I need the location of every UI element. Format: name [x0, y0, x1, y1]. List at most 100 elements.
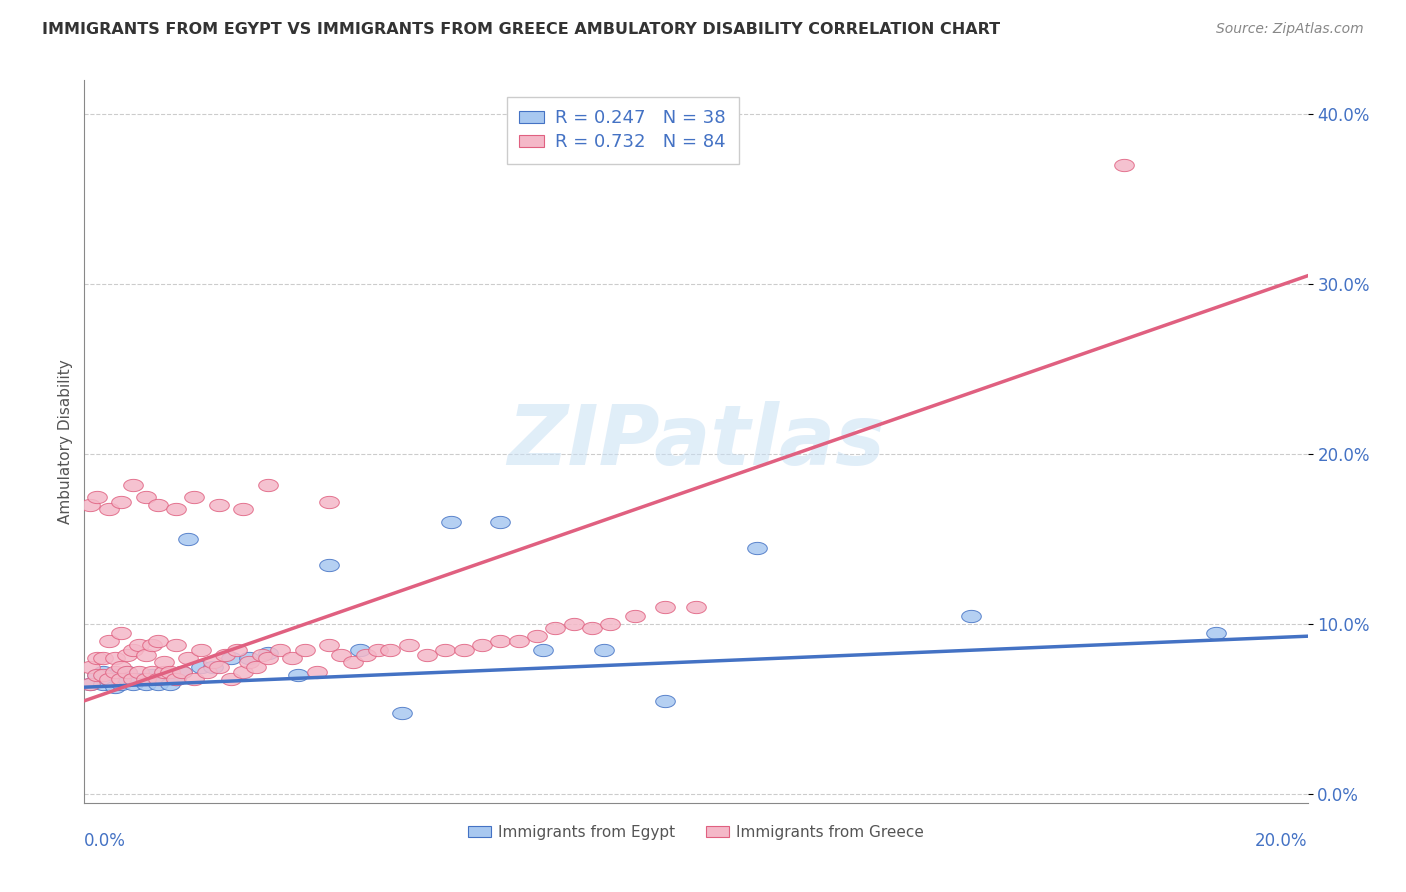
Point — [367, 642, 389, 657]
Point — [508, 634, 530, 648]
Point — [104, 651, 127, 665]
Point — [141, 665, 163, 679]
Point — [86, 668, 108, 682]
Point — [135, 677, 157, 691]
Point — [172, 665, 194, 679]
Point — [214, 648, 236, 662]
Point — [489, 516, 512, 530]
Point — [380, 642, 402, 657]
Point — [238, 655, 260, 669]
Point — [135, 648, 157, 662]
Point — [232, 501, 254, 516]
Point — [122, 677, 145, 691]
Point — [269, 642, 291, 657]
Point — [391, 706, 413, 720]
Point — [593, 642, 616, 657]
Point — [159, 677, 181, 691]
Point — [177, 651, 200, 665]
Point — [79, 677, 101, 691]
Point — [91, 668, 114, 682]
Point — [165, 638, 187, 652]
Point — [91, 665, 114, 679]
Point — [190, 660, 212, 674]
Point — [122, 478, 145, 492]
Point — [146, 677, 169, 691]
Point — [318, 558, 340, 572]
Point — [91, 651, 114, 665]
Point — [531, 642, 554, 657]
Point — [416, 648, 439, 662]
Point — [440, 516, 463, 530]
Point — [128, 638, 150, 652]
Point — [128, 665, 150, 679]
Point — [599, 617, 621, 632]
Point — [354, 648, 377, 662]
Point — [122, 642, 145, 657]
Point — [219, 651, 242, 665]
Point — [115, 665, 138, 679]
Point — [232, 665, 254, 679]
Point — [97, 672, 120, 686]
Point — [146, 634, 169, 648]
Point — [110, 673, 132, 688]
Point — [190, 642, 212, 657]
Point — [747, 541, 769, 555]
Point — [110, 625, 132, 640]
Point — [624, 608, 647, 623]
Point — [257, 478, 280, 492]
Point — [257, 646, 280, 660]
Point — [115, 665, 138, 679]
Point — [97, 501, 120, 516]
Point — [342, 655, 364, 669]
Point — [135, 672, 157, 686]
Point — [562, 617, 585, 632]
Point — [195, 665, 218, 679]
Point — [318, 638, 340, 652]
Point — [544, 621, 567, 635]
Point — [141, 638, 163, 652]
Point — [201, 655, 224, 669]
Text: ZIPatlas: ZIPatlas — [508, 401, 884, 482]
Point — [226, 642, 249, 657]
Point — [172, 665, 194, 679]
Legend: Immigrants from Egypt, Immigrants from Greece: Immigrants from Egypt, Immigrants from G… — [461, 819, 931, 846]
Point — [104, 680, 127, 694]
Point — [79, 498, 101, 512]
Point — [654, 694, 676, 708]
Point — [201, 660, 224, 674]
Point — [398, 638, 420, 652]
Point — [153, 655, 176, 669]
Point — [294, 642, 316, 657]
Point — [110, 495, 132, 509]
Point — [122, 672, 145, 686]
Point — [238, 651, 260, 665]
Point — [128, 672, 150, 686]
Point — [349, 642, 371, 657]
Point — [165, 672, 187, 686]
Point — [208, 660, 231, 674]
Point — [104, 665, 127, 679]
Point — [581, 621, 603, 635]
Point — [287, 668, 309, 682]
Text: IMMIGRANTS FROM EGYPT VS IMMIGRANTS FROM GREECE AMBULATORY DISABILITY CORRELATIO: IMMIGRANTS FROM EGYPT VS IMMIGRANTS FROM… — [42, 22, 1000, 37]
Point — [146, 498, 169, 512]
Y-axis label: Ambulatory Disability: Ambulatory Disability — [58, 359, 73, 524]
Point — [1114, 158, 1136, 172]
Point — [110, 660, 132, 674]
Point — [471, 638, 494, 652]
Point — [685, 600, 707, 615]
Point — [135, 490, 157, 504]
Point — [86, 490, 108, 504]
Point — [97, 634, 120, 648]
Point — [153, 665, 176, 679]
Point — [1205, 625, 1227, 640]
Point — [257, 651, 280, 665]
Point — [208, 498, 231, 512]
Text: 20.0%: 20.0% — [1256, 831, 1308, 850]
Point — [165, 501, 187, 516]
Text: Source: ZipAtlas.com: Source: ZipAtlas.com — [1216, 22, 1364, 37]
Point — [250, 648, 273, 662]
Point — [110, 677, 132, 691]
Point — [654, 600, 676, 615]
Point — [141, 668, 163, 682]
